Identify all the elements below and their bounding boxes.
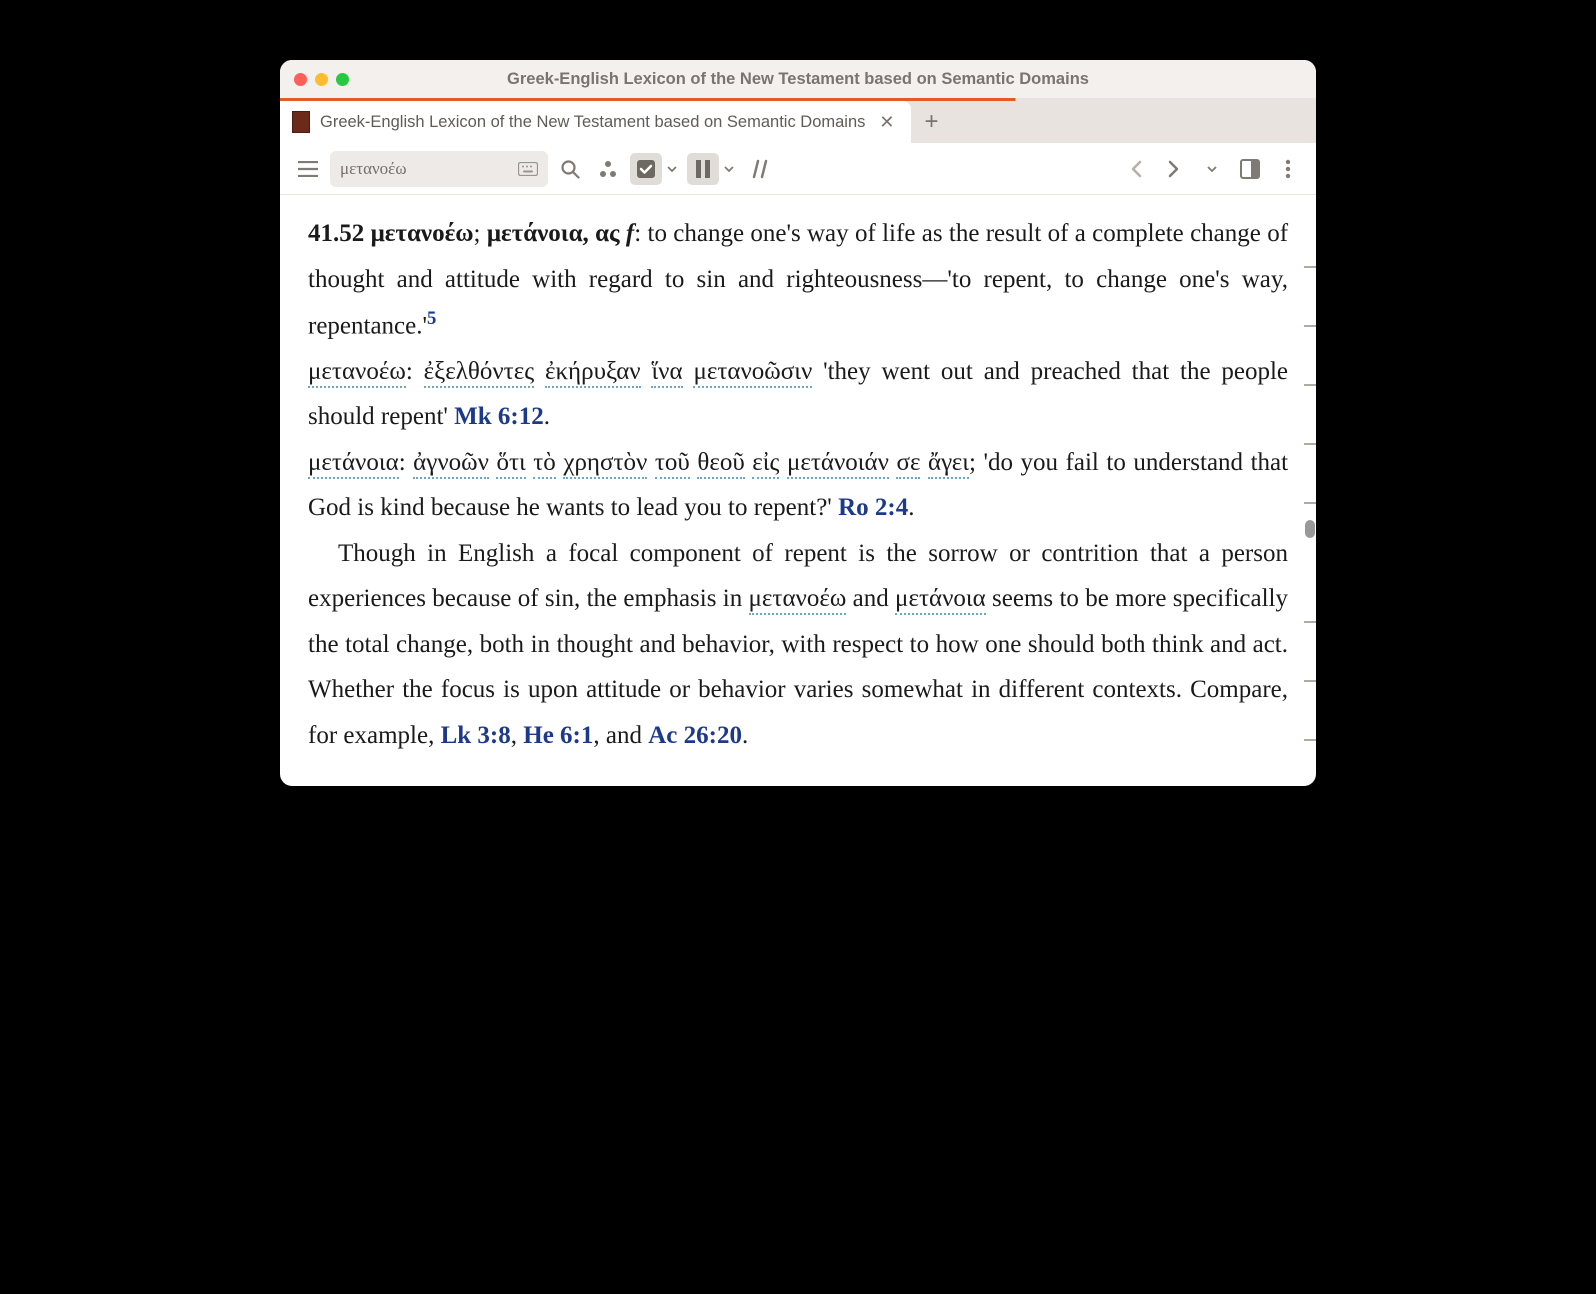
ref-ro-2-4[interactable]: Ro 2:4 bbox=[838, 494, 908, 521]
check-dropdown[interactable] bbox=[663, 153, 681, 185]
close-window-button[interactable] bbox=[294, 73, 307, 86]
greek-agnoon[interactable]: ἀγνοῶν bbox=[413, 449, 489, 479]
greek-hoti[interactable]: ὅτι bbox=[496, 449, 525, 479]
greek-metanoia-2[interactable]: μετάνοια bbox=[895, 585, 986, 615]
greek-chreston[interactable]: χρηστὸν bbox=[563, 449, 647, 479]
menu-button[interactable] bbox=[292, 153, 324, 185]
nav-forward-button[interactable] bbox=[1158, 153, 1190, 185]
greek-to[interactable]: τὸ bbox=[533, 449, 556, 479]
check-button[interactable] bbox=[630, 153, 662, 185]
greek-metanoia[interactable]: μετάνοια bbox=[308, 449, 399, 479]
headword-gram: , ας bbox=[583, 220, 620, 247]
toolbar bbox=[280, 143, 1316, 195]
window-title: Greek-English Lexicon of the New Testame… bbox=[280, 70, 1316, 89]
footnote-5[interactable]: 5 bbox=[427, 308, 436, 329]
headword-metanoia: μετάνοια bbox=[487, 220, 583, 247]
tab-bar: Greek-English Lexicon of the New Testame… bbox=[280, 101, 1316, 143]
greek-eis[interactable]: εἰς bbox=[752, 449, 779, 479]
check-group bbox=[630, 153, 681, 185]
nav-dropdown[interactable] bbox=[1196, 153, 1228, 185]
nav-back-button[interactable] bbox=[1120, 153, 1152, 185]
close-tab-button[interactable]: ✕ bbox=[875, 112, 898, 133]
scroll-marker[interactable] bbox=[1304, 739, 1316, 741]
scroll-marker[interactable] bbox=[1304, 325, 1316, 327]
ref-ac-26-20[interactable]: Ac 26:20 bbox=[648, 722, 742, 749]
greek-agei[interactable]: ἄγει bbox=[928, 449, 969, 479]
related-icon[interactable] bbox=[592, 153, 624, 185]
greek-metanoeo[interactable]: μετανοέω bbox=[308, 358, 406, 388]
ref-mk-6-12[interactable]: Mk 6:12 bbox=[454, 403, 544, 430]
columns-button[interactable] bbox=[687, 153, 719, 185]
scroll-marker[interactable] bbox=[1304, 621, 1316, 623]
panels-button[interactable] bbox=[1234, 153, 1266, 185]
tab-label: Greek-English Lexicon of the New Testame… bbox=[320, 113, 865, 132]
example-1: μετανοέω: ἐξελθόντες ἐκήρυξαν ἵνα μετανο… bbox=[308, 349, 1288, 440]
scroll-thumb[interactable] bbox=[1305, 520, 1315, 538]
example-2: μετάνοια: ἀγνοῶν ὅτι τὸ χρηστὸν τοῦ θεοῦ… bbox=[308, 440, 1288, 531]
search-icon[interactable] bbox=[554, 153, 586, 185]
entry-paragraph: 41.52 μετανοέω; μετάνοια, ας f: to chang… bbox=[308, 211, 1288, 349]
ref-lk-3-8[interactable]: Lk 3:8 bbox=[441, 722, 511, 749]
scroll-marker[interactable] bbox=[1304, 502, 1316, 504]
search-input-wrap bbox=[330, 151, 548, 187]
greek-metanoeo-2[interactable]: μετανοέω bbox=[749, 585, 847, 615]
greek-se[interactable]: σε bbox=[896, 449, 920, 479]
greek-hina[interactable]: ἵνα bbox=[651, 358, 682, 388]
greek-tou[interactable]: τοῦ bbox=[655, 449, 690, 479]
scroll-marker[interactable] bbox=[1304, 443, 1316, 445]
tab-active[interactable]: Greek-English Lexicon of the New Testame… bbox=[280, 101, 911, 143]
new-tab-button[interactable]: + bbox=[911, 101, 953, 143]
greek-metanoosin[interactable]: μετανοῶσιν bbox=[693, 358, 812, 388]
scroll-marker[interactable] bbox=[1304, 384, 1316, 386]
minimize-window-button[interactable] bbox=[315, 73, 328, 86]
scroll-marker[interactable] bbox=[1304, 266, 1316, 268]
entry-number: 41.52 bbox=[308, 220, 364, 247]
greek-metanoian[interactable]: μετάνοιάν bbox=[787, 449, 889, 479]
keyboard-icon[interactable] bbox=[518, 162, 538, 176]
greek-ekeryxan[interactable]: ἐκήρυξαν bbox=[545, 358, 641, 388]
note-paragraph: Though in English a focal component of r… bbox=[308, 531, 1288, 759]
gender-f: f bbox=[620, 220, 635, 247]
book-icon bbox=[292, 111, 310, 133]
titlebar: Greek-English Lexicon of the New Testame… bbox=[280, 60, 1316, 98]
columns-group bbox=[687, 153, 738, 185]
app-window: Greek-English Lexicon of the New Testame… bbox=[280, 60, 1316, 786]
scroll-marker-track bbox=[1302, 195, 1316, 786]
scroll-marker[interactable] bbox=[1304, 680, 1316, 682]
columns-dropdown[interactable] bbox=[720, 153, 738, 185]
maximize-window-button[interactable] bbox=[336, 73, 349, 86]
more-button[interactable] bbox=[1272, 153, 1304, 185]
traffic-lights bbox=[294, 73, 349, 86]
ref-he-6-1[interactable]: He 6:1 bbox=[523, 722, 593, 749]
slashes-icon[interactable] bbox=[744, 153, 776, 185]
article-content: 41.52 μετανοέω; μετάνοια, ας f: to chang… bbox=[280, 195, 1316, 786]
greek-exelthontes[interactable]: ἐξελθόντες bbox=[424, 358, 535, 388]
headword-metanoeo: μετανοέω bbox=[371, 220, 474, 247]
search-input[interactable] bbox=[340, 159, 510, 179]
greek-theou[interactable]: θεοῦ bbox=[697, 449, 744, 479]
